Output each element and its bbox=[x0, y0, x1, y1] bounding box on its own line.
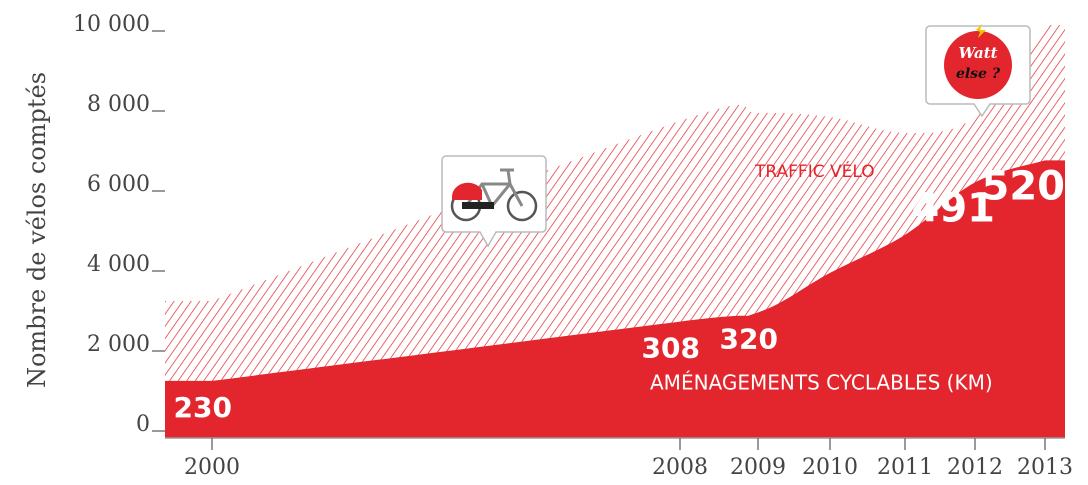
y-tick-label: 0 bbox=[136, 412, 150, 437]
x-tick-label: 2010 bbox=[802, 455, 858, 480]
badge-text: else ? bbox=[956, 66, 1001, 82]
value-label: 308 bbox=[642, 332, 700, 365]
value-label: 520 bbox=[982, 163, 1066, 209]
bike-icon bbox=[441, 155, 547, 248]
y-tick-label: 4 000 bbox=[87, 252, 150, 277]
x-tick-label: 2013 bbox=[1017, 455, 1073, 480]
x-tick-label: 2008 bbox=[652, 455, 708, 480]
x-tick-label: 2009 bbox=[730, 455, 786, 480]
value-label: 320 bbox=[720, 322, 778, 355]
x-tick-label: 2011 bbox=[877, 455, 933, 480]
value-label: 491 bbox=[912, 185, 996, 231]
value-label: 230 bbox=[174, 391, 232, 424]
watt-badge: Watt else ? bbox=[925, 24, 1031, 118]
x-tick-label: 2012 bbox=[947, 455, 1003, 480]
y-tick-label: 2 000 bbox=[87, 332, 150, 357]
x-tick-label: 2000 bbox=[184, 455, 240, 480]
y-tick-label: 6 000 bbox=[87, 172, 150, 197]
series-label: TRAFFIC VÉLO bbox=[754, 160, 875, 182]
area bbox=[165, 160, 1065, 439]
y-tick-label: 10 000 bbox=[73, 12, 150, 37]
y-tick-label: 8 000 bbox=[87, 92, 150, 117]
series-label: AMÉNAGEMENTS CYCLABLES (KM) bbox=[650, 371, 993, 395]
y-axis-label: Nombre de vélos comptés bbox=[23, 72, 51, 388]
badge-text: Watt bbox=[958, 44, 997, 62]
